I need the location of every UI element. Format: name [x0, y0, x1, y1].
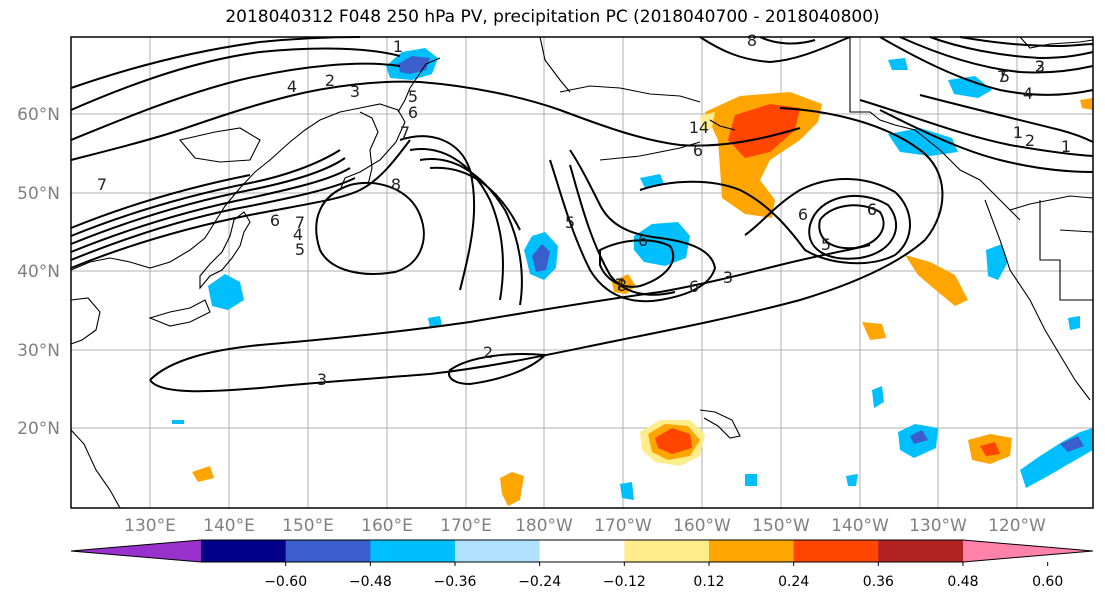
- contour-label: 5: [408, 87, 418, 106]
- colorbar-tick-label: −0.48: [349, 574, 392, 590]
- longitude-label: 170°E: [440, 516, 492, 536]
- contour-label: 6: [798, 205, 808, 224]
- coastlines: [70, 36, 1094, 509]
- colorbar-segment: [539, 540, 625, 562]
- precip-shading: [172, 48, 1093, 506]
- colorbar-tick-label: −0.60: [264, 574, 307, 590]
- longitude-label: 160°E: [361, 516, 413, 536]
- longitude-label: 130°W: [909, 516, 967, 536]
- colorbar-tick-label: 0.60: [1032, 574, 1063, 590]
- map-frame: [70, 36, 1094, 509]
- latitude-labels: 60°N 50°N 40°N 30°N 20°N: [17, 105, 60, 439]
- contour-label: 4: [699, 118, 709, 137]
- colorbar-tick-label: −0.36: [434, 574, 477, 590]
- colorbar-outline: [70, 539, 1094, 563]
- longitude-label: 160°W: [673, 516, 731, 536]
- contour-label: 7: [97, 175, 107, 194]
- longitude-labels: 130°E 140°E 150°E 160°E 170°E 180°W 170°W 160°W…: [124, 516, 1046, 536]
- contour-label: 4: [293, 225, 303, 244]
- longitude-label: 140°W: [831, 516, 889, 536]
- colorbar-extend-high: [963, 540, 1093, 562]
- latitude-label: 60°N: [17, 105, 60, 125]
- contour-label: 5: [1000, 67, 1010, 86]
- contour-label: 6: [867, 200, 877, 219]
- latitude-label: 40°N: [17, 262, 60, 282]
- contour-label: 6: [689, 277, 699, 296]
- contour-label: 3: [1035, 57, 1045, 76]
- contour-label: 7: [400, 123, 410, 142]
- colorbar-tick-label: 0.24: [778, 574, 809, 590]
- contour-label: 2: [483, 343, 493, 362]
- colorbar-tick-label: −0.12: [603, 574, 646, 590]
- contour-label: 5: [821, 235, 831, 254]
- contour-label: 7: [295, 213, 305, 232]
- longitude-label: 130°E: [124, 516, 176, 536]
- contour-label: 3: [317, 370, 327, 389]
- longitude-label: 150°E: [282, 516, 334, 536]
- contour-label: 7: [615, 275, 625, 294]
- colorbar-segment: [370, 540, 456, 562]
- contour-label: 1: [393, 37, 403, 56]
- latitude-label: 30°N: [17, 341, 60, 361]
- longitude-label: 180°W: [515, 516, 573, 536]
- longitude-label: 170°W: [594, 516, 652, 536]
- contour-label: 6: [693, 141, 703, 160]
- contour-label: 3: [350, 82, 360, 101]
- contour-label: 7: [997, 67, 1007, 86]
- contour-label: 5: [295, 240, 305, 259]
- contour-label: 8: [617, 276, 627, 295]
- contour-label: 2: [1025, 131, 1035, 150]
- contour-label: 2: [1035, 57, 1045, 76]
- contour-label: 8: [747, 31, 757, 50]
- colorbar-segment: [624, 540, 710, 562]
- longitude-label: 120°W: [988, 516, 1046, 536]
- contour-label: 8: [391, 175, 401, 194]
- colorbar-tick-label: 0.48: [947, 574, 978, 590]
- contour-label: 6: [867, 200, 877, 219]
- contour-label: 1: [689, 118, 699, 137]
- latitude-label: 20°N: [17, 419, 60, 439]
- colorbar-tick-label: 0.36: [863, 574, 894, 590]
- longitude-label: 140°E: [203, 516, 255, 536]
- colorbar: [70, 539, 1094, 563]
- contour-label: 6: [270, 211, 280, 230]
- colorbar-segment: [285, 540, 371, 562]
- pv-contours: [70, 36, 1094, 393]
- contour-label: 1: [1013, 123, 1023, 142]
- colorbar-segment: [878, 540, 964, 562]
- latitude-label: 50°N: [17, 184, 60, 204]
- colorbar-segment: [793, 540, 879, 562]
- contour-label: 6: [408, 103, 418, 122]
- contour-label: 4: [1023, 84, 1033, 103]
- contour-label: 2: [325, 71, 335, 90]
- colorbar-segment: [455, 540, 541, 562]
- contour-label: 3: [723, 268, 733, 287]
- longitude-label: 150°W: [752, 516, 810, 536]
- figure-title: 2018040312 F048 250 hPa PV, precipitatio…: [225, 7, 880, 27]
- colorbar-tick-label: −0.24: [518, 574, 561, 590]
- colorbar-tick-labels: −0.60 −0.48 −0.36 −0.24 −0.12 0.12 0.24 0.36 0.4…: [264, 562, 1063, 590]
- colorbar-tick-label: 0.12: [693, 574, 724, 590]
- colorbar-segment: [709, 540, 795, 562]
- contour-label: 6: [638, 231, 648, 250]
- contour-label: 5: [565, 213, 575, 232]
- colorbar-segment: [201, 540, 287, 562]
- colorbar-extend-low: [71, 540, 201, 562]
- contour-label: 4: [287, 77, 297, 96]
- contour-label: 1: [1061, 137, 1071, 156]
